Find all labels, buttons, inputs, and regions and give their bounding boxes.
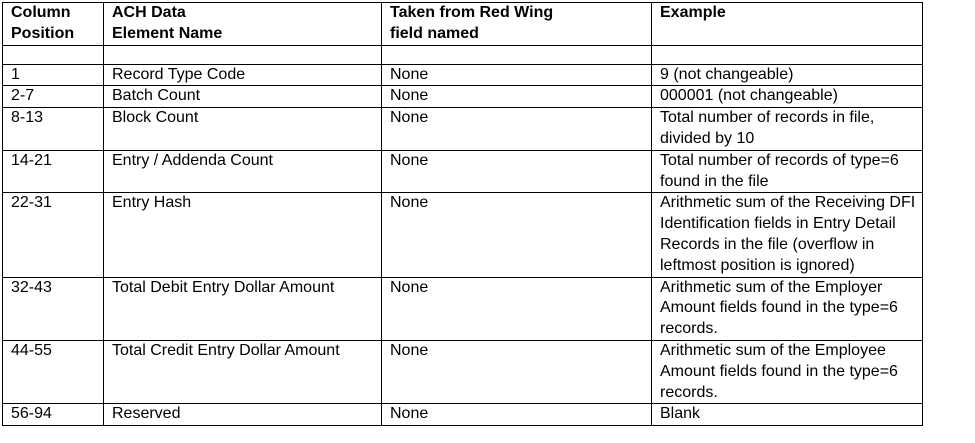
cell-position: 32-43: [2, 276, 104, 341]
header-line: Taken from Red Wing: [390, 4, 554, 21]
table-row: 1 Record Type Code None 9 (not changeable): [2, 63, 923, 87]
table-row: 22-31 Entry Hash None Arithmetic sum of the…: [2, 192, 923, 278]
cell-source: None: [381, 192, 652, 278]
empty-cell: [381, 44, 652, 65]
header-line: Position: [11, 24, 75, 42]
cell-source: None: [381, 63, 652, 87]
cell-position: 44-55: [2, 339, 104, 405]
cell-name: Block Count: [103, 107, 382, 151]
table-row: 14-21 Entry / Addenda Count None Total numb…: [2, 149, 923, 194]
header-line: Element Name: [112, 24, 223, 42]
cell-source: None: [381, 85, 652, 109]
header-line: Column: [11, 4, 71, 21]
cell-name: Total Debit Entry Dollar Amount: [103, 276, 382, 341]
cell-name: Record Type Code: [103, 63, 382, 87]
cell-example: 9 (not changeable): [651, 63, 923, 87]
cell-example: Blank: [651, 403, 923, 427]
header-line: ACH Data: [112, 4, 186, 21]
cell-name: Batch Count: [103, 85, 382, 109]
header-line: Example: [660, 4, 726, 21]
cell-example: 000001 (not changeable): [651, 85, 923, 109]
cell-position: 22-31: [2, 192, 104, 278]
cell-position: 2-7: [2, 85, 104, 109]
cell-name: Total Credit Entry Dollar Amount: [103, 339, 382, 405]
cell-example: Arithmetic sum of the Employer Amount fi…: [651, 276, 923, 341]
header-column-position: Column Position: [2, 2, 104, 46]
table-row: 32-43 Total Debit Entry Dollar Amount None…: [2, 276, 923, 341]
empty-row: [2, 44, 923, 65]
table-row: 8-13 Block Count None Total number of recor…: [2, 107, 923, 151]
empty-cell: [2, 44, 104, 65]
header-example: Example: [651, 2, 923, 46]
table-row: 2-7 Batch Count None 000001 (not changeable…: [2, 85, 923, 109]
cell-position: 1: [2, 63, 104, 87]
header-row: Column Position ACH Data Element Name Take…: [2, 2, 923, 46]
table-row: 56-94 Reserved None Blank: [2, 403, 923, 427]
cell-source: None: [381, 276, 652, 341]
table-row: 44-55 Total Credit Entry Dollar Amount Non…: [2, 339, 923, 405]
cell-source: None: [381, 339, 652, 405]
cell-name: Entry / Addenda Count: [103, 149, 382, 194]
cell-source: None: [381, 149, 652, 194]
cell-example: Arithmetic sum of the Receiving DFI Iden…: [651, 192, 923, 278]
empty-cell: [651, 44, 923, 65]
cell-example: Total number of records of type=6 found …: [651, 149, 923, 194]
cell-source: None: [381, 403, 652, 427]
cell-example: Total number of records in file, divided…: [651, 107, 923, 151]
cell-position: 14-21: [2, 149, 104, 194]
cell-example: Arithmetic sum of the Employee Amount fi…: [651, 339, 923, 405]
header-source-field: Taken from Red Wing field named: [381, 2, 652, 46]
cell-source: None: [381, 107, 652, 151]
cell-position: 56-94: [2, 403, 104, 427]
cell-position: 8-13: [2, 107, 104, 151]
ach-file-control-record-table: Column Position ACH Data Element Name Take…: [2, 2, 923, 427]
empty-cell: [103, 44, 382, 65]
header-element-name: ACH Data Element Name: [103, 2, 382, 46]
header-line: field named: [390, 24, 479, 42]
cell-name: Entry Hash: [103, 192, 382, 278]
cell-name: Reserved: [103, 403, 382, 427]
